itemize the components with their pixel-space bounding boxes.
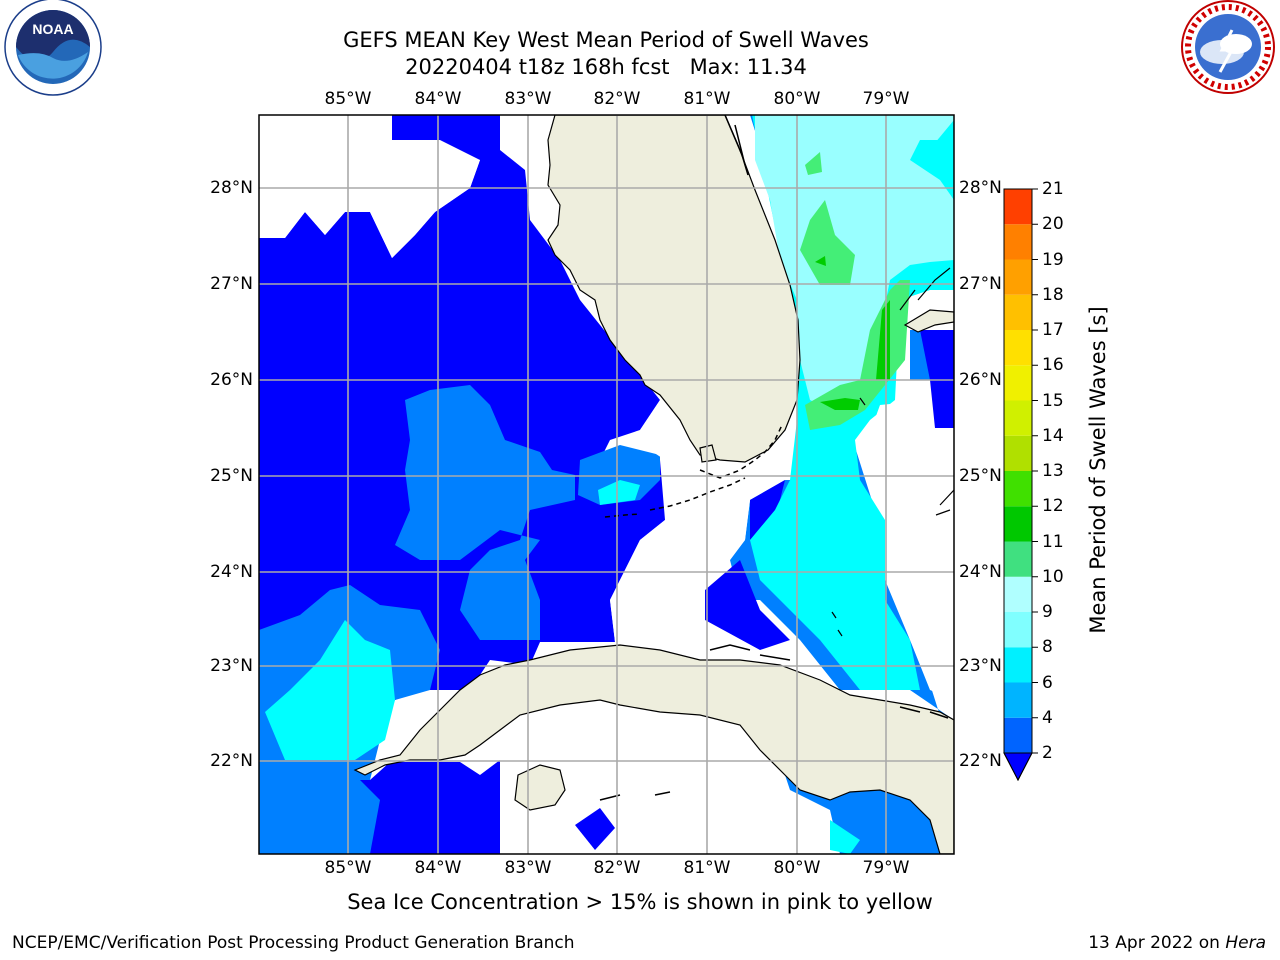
- colorbar-tick-label: 6: [1042, 672, 1053, 693]
- lon-label-bottom: 81°W: [683, 858, 731, 878]
- colorbar-segment: [1004, 330, 1032, 366]
- colorbar-tick-label: 20: [1042, 214, 1064, 235]
- colorbar-segment: [1004, 576, 1032, 612]
- colorbar-tick-label: 12: [1042, 496, 1064, 517]
- footer-date: 13 Apr 2022 on Hera: [1088, 933, 1266, 953]
- colorbar-tick-label: 16: [1042, 355, 1064, 376]
- colorbar-tick-label: 21: [1042, 179, 1064, 199]
- colorbar-tick-label: 17: [1042, 320, 1064, 340]
- lon-label-bottom: 83°W: [504, 858, 552, 878]
- lat-label-left: 22°N: [210, 751, 253, 771]
- noaa-logo: NOAA: [4, 0, 102, 96]
- lat-label-right: 26°N: [959, 370, 1002, 390]
- lat-label-right: 25°N: [959, 466, 1002, 486]
- lon-label-top: 84°W: [414, 89, 462, 109]
- colorbar-segment: [1004, 647, 1032, 683]
- colorbar-tick-label: 11: [1042, 531, 1064, 552]
- colorbar-segment: [1004, 541, 1032, 577]
- noaa-logo-text: NOAA: [32, 21, 73, 37]
- lat-label-left: 23°N: [210, 656, 253, 676]
- map-title: GEFS MEAN Key West Mean Period of Swell …: [343, 28, 869, 52]
- lon-label-bottom: 79°W: [862, 858, 910, 878]
- colorbar-tick-label: 10: [1042, 566, 1064, 587]
- lat-label-right: 24°N: [959, 562, 1002, 582]
- colorbar-tick-label: 2: [1042, 743, 1053, 763]
- lon-label-bottom: 80°W: [773, 858, 821, 878]
- colorbar-segment: [1004, 224, 1032, 260]
- lon-label-top: 82°W: [593, 89, 641, 109]
- footer-host: Hera: [1225, 933, 1266, 953]
- colorbar-tick-label: 18: [1042, 284, 1064, 305]
- colorbar-tick-label: 14: [1042, 425, 1064, 446]
- lat-label-left: 26°N: [210, 370, 253, 390]
- lat-label-left: 24°N: [210, 562, 253, 582]
- colorbar-title: Mean Period of Swell Waves [s]: [1086, 306, 1110, 634]
- colorbar-segment: [1004, 612, 1032, 648]
- swell-9-10: [800, 200, 855, 285]
- lat-label-left: 27°N: [210, 274, 253, 294]
- colorbar-segment: [1004, 294, 1032, 330]
- map-frame: [258, 114, 955, 855]
- lon-label-top: 83°W: [504, 89, 552, 109]
- lat-label-right: 22°N: [959, 751, 1002, 771]
- colorbar-tick-label: 8: [1042, 637, 1053, 658]
- colorbar-tick-label: 9: [1042, 602, 1053, 622]
- colorbar-tick-label: 13: [1042, 461, 1064, 481]
- colorbar-segment: [1004, 400, 1032, 436]
- colorbar-segment: [1004, 506, 1032, 542]
- cuba-land: [353, 644, 954, 854]
- sea-ice-note: Sea Ice Concentration > 15% is shown in …: [347, 890, 933, 914]
- footer-date-text: 13 Apr 2022 on: [1088, 933, 1226, 953]
- lon-label-bottom: 84°W: [414, 858, 462, 878]
- graticule: [259, 115, 954, 854]
- nws-logo: [1181, 0, 1275, 94]
- lon-label-bottom: 85°W: [324, 858, 372, 878]
- lat-label-right: 27°N: [959, 274, 1002, 294]
- colorbar-tick-label: 4: [1042, 707, 1053, 728]
- swell-4-6-gulf: [395, 385, 575, 640]
- colorbar-segment: [1004, 471, 1032, 507]
- footer-credit: NCEP/EMC/Verification Post Processing Pr…: [12, 933, 575, 953]
- lon-label-top: 80°W: [773, 89, 821, 109]
- colorbar-segment: [1004, 259, 1032, 295]
- colorbar-outline: [1003, 188, 1033, 782]
- lat-label-right: 28°N: [959, 178, 1002, 198]
- lon-label-bottom: 82°W: [593, 858, 641, 878]
- lon-label-top: 85°W: [324, 89, 372, 109]
- colorbar-segment: [1004, 682, 1032, 718]
- colorbar: [1003, 188, 1038, 782]
- swell-6-8-sw: [265, 620, 395, 760]
- lon-label-top: 79°W: [862, 89, 910, 109]
- colorbar-tick-label: 15: [1042, 390, 1064, 411]
- lon-label-top: 81°W: [683, 89, 731, 109]
- map-plot: [259, 115, 954, 854]
- lat-label-left: 25°N: [210, 466, 253, 486]
- lat-label-left: 28°N: [210, 178, 253, 198]
- colorbar-segment: [1004, 435, 1032, 471]
- colorbar-segment: [1004, 365, 1032, 401]
- colorbar-segment: [1004, 717, 1032, 753]
- swell-10-11: [820, 398, 860, 410]
- map-subtitle: 20220404 t18z 168h fcst Max: 11.34: [405, 55, 807, 79]
- colorbar-segment: [1004, 189, 1032, 225]
- colorbar-tick-label: 19: [1042, 249, 1064, 270]
- colorbar-extend-arrow: [1003, 752, 1033, 782]
- florida-land: [547, 115, 801, 463]
- lat-label-right: 23°N: [959, 656, 1002, 676]
